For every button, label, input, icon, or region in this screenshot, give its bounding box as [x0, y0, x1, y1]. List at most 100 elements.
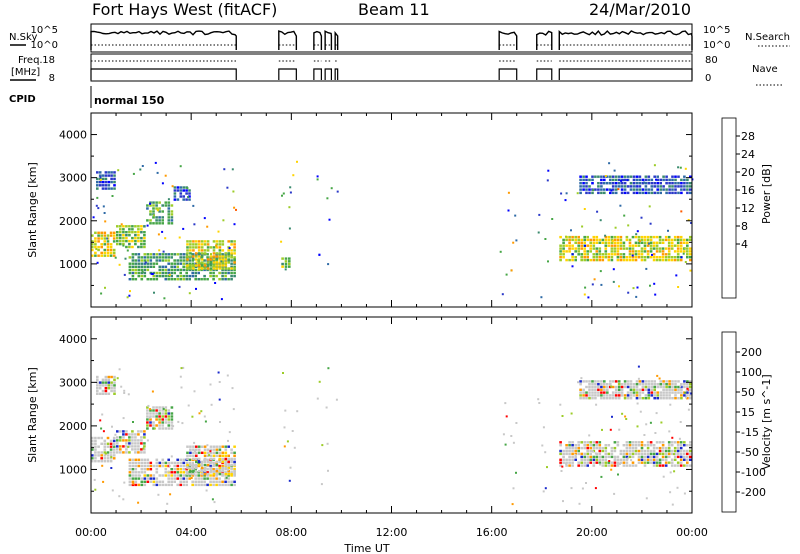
power-echo-cell: [218, 246, 222, 249]
power-scatter-echo: [547, 260, 549, 263]
power-echo-cell: [197, 271, 200, 275]
power-echo-cell: [597, 182, 600, 185]
power-scatter-echo: [622, 179, 624, 182]
vel-echo-cell: [230, 480, 233, 483]
power-echo-cell: [646, 244, 650, 247]
power-echo-cell: [583, 247, 586, 250]
vel-echo-cell: [158, 412, 161, 415]
vel-echo-cell: [653, 385, 656, 389]
power-echo-cell: [161, 259, 165, 262]
nsky-trace: [498, 30, 518, 50]
vel-echo-cell: [100, 436, 103, 440]
power-echo-cell: [665, 182, 668, 185]
power-echo-cell: [574, 241, 577, 244]
vel-echo-cell: [677, 388, 680, 391]
vel-echo-cell: [167, 474, 170, 477]
vel-scatter-echo: [284, 409, 287, 412]
power-echo-cell: [182, 265, 185, 268]
vel-echo-cell: [173, 468, 176, 471]
vel-echo-cell: [568, 455, 571, 459]
power-echo-cell: [586, 238, 589, 242]
vel-echo-cell: [670, 449, 674, 453]
power-echo-cell: [589, 247, 592, 250]
power-scatter-echo: [233, 206, 236, 209]
vel-echo-cell: [149, 464, 153, 468]
vel-echo-cell: [186, 463, 189, 467]
vel-echo-cell: [585, 385, 588, 389]
power-scatter-echo: [100, 292, 103, 295]
vel-echo-cell: [606, 383, 609, 386]
power-echo-cell: [203, 278, 206, 281]
vel-echo-cell: [674, 380, 677, 383]
vel-echo-cell: [112, 454, 116, 457]
power-echo-cell: [616, 253, 620, 256]
vel-echo-cell: [143, 483, 147, 487]
power-echo-cell: [604, 256, 608, 259]
power-echo-cell: [170, 265, 173, 268]
freq-trace: [558, 68, 693, 80]
vel-echo-cell: [94, 457, 97, 460]
vel-echo-cell: [643, 452, 647, 456]
power-echo-cell: [629, 188, 633, 191]
power-echo-cell: [188, 274, 191, 278]
vel-scatter-echo: [611, 415, 613, 418]
vel-echo-cell: [218, 483, 221, 487]
vel-echo-cell: [110, 387, 113, 390]
vel-echo-cell: [649, 441, 653, 444]
vel-echo-cell: [609, 380, 612, 383]
power-scatter-echo: [645, 267, 648, 270]
power-echo-cell: [212, 249, 216, 252]
vel-echo-cell: [134, 451, 137, 454]
power-echo-cell: [164, 204, 168, 207]
power-echo-cell: [230, 274, 233, 278]
vel-echo-cell: [158, 424, 161, 427]
vel-echo-cell: [100, 460, 103, 463]
power-echo-cell: [128, 262, 132, 265]
vel-echo-cell: [140, 480, 144, 483]
vel-scatter-echo: [157, 493, 160, 496]
vel-echo-cell: [146, 421, 149, 424]
vel-scatter-echo: [515, 422, 518, 424]
vel-echo-cell: [659, 391, 662, 394]
power-echo-cell: [97, 237, 100, 240]
power-echo-cell: [224, 262, 227, 265]
power-echo-cell: [230, 249, 233, 252]
vel-echo-cell: [619, 461, 623, 464]
vel-echo-cell: [614, 391, 618, 394]
vel-echo-cell: [640, 444, 644, 447]
vel-echo-cell: [167, 483, 170, 487]
power-echo-cell: [606, 175, 609, 178]
power-echo-cell: [185, 192, 188, 195]
vel-echo-cell: [203, 460, 207, 464]
power-echo-cell: [186, 258, 189, 261]
power-echo-cell: [97, 231, 100, 234]
power-echo-cell: [568, 244, 571, 247]
vel-echo-cell: [592, 455, 596, 459]
power-echo-cell: [109, 251, 113, 255]
vel-echo-cell: [673, 458, 677, 461]
power-echo-cell: [140, 265, 144, 268]
power-echo-cell: [122, 234, 125, 237]
power-echo-cell: [610, 256, 614, 259]
power-echo-cell: [640, 247, 644, 250]
power-echo-cell: [233, 274, 236, 278]
power-echo-cell: [91, 234, 94, 237]
power-echo-cell: [598, 241, 602, 244]
vel-echo-cell: [200, 451, 204, 454]
vel-echo-cell: [155, 461, 159, 465]
power-echo-cell: [689, 253, 692, 256]
vel-echo-cell: [661, 441, 665, 444]
vel-echo-cell: [209, 460, 213, 464]
power-echo-cell: [649, 244, 653, 247]
vel-echo-cell: [176, 471, 179, 474]
power-echo-cell: [620, 182, 624, 185]
power-echo-cell: [610, 253, 614, 256]
vel-echo-cell: [173, 477, 176, 480]
vel-echo-cell: [103, 460, 107, 463]
vel-echo-cell: [170, 415, 174, 418]
power-echo-cell: [667, 258, 671, 262]
vel-echo-cell: [167, 480, 170, 483]
power-echo-cell: [192, 249, 195, 252]
vel-echo-cell: [629, 397, 633, 400]
vel-echo-cell: [592, 461, 596, 464]
